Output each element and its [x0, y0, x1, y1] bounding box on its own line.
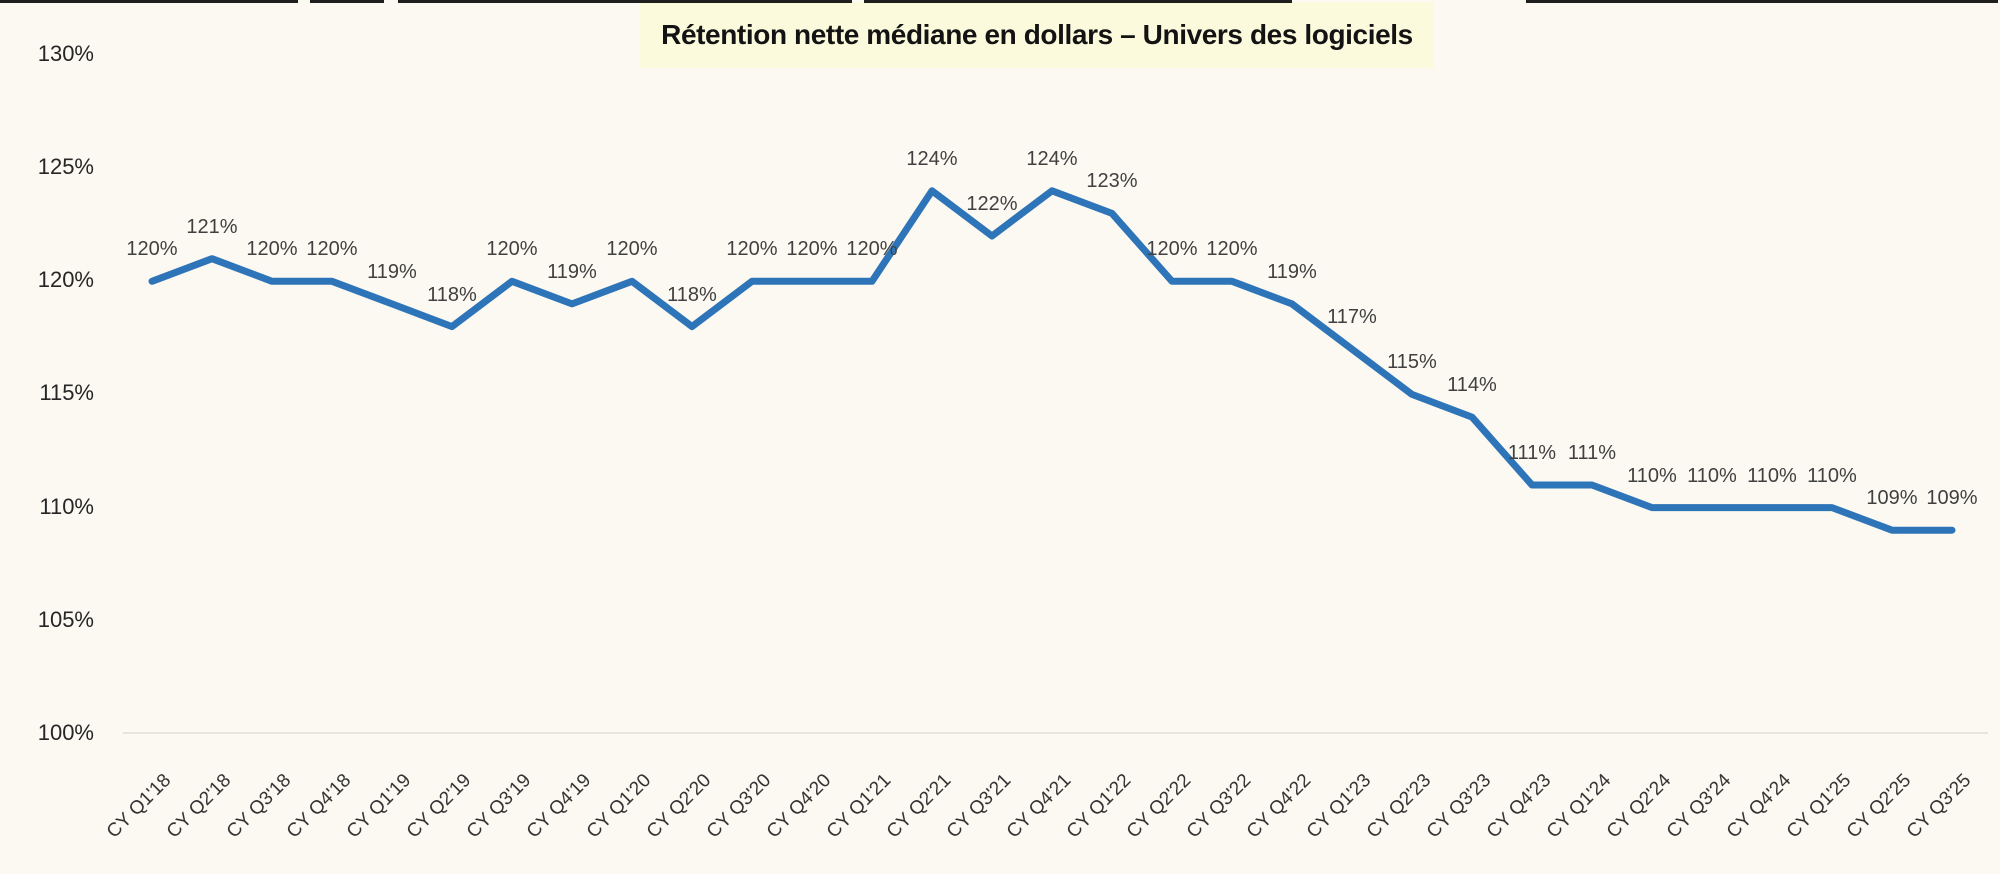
data-point-label: 120% [786, 238, 838, 261]
data-point-label: 120% [606, 238, 658, 261]
y-tick-label: 130% [37, 41, 94, 66]
data-point-label: 120% [846, 238, 898, 261]
y-tick-label: 125% [37, 154, 94, 180]
data-point-label: 118% [427, 283, 477, 306]
y-tick-label: 105% [37, 606, 94, 632]
data-point-label: 121% [186, 215, 238, 238]
data-point-label: 119% [367, 260, 417, 283]
retention-series-line [148, 187, 1956, 534]
data-point-label: 122% [966, 193, 1018, 216]
top-crop-artifact [310, 0, 384, 3]
top-crop-artifact [398, 0, 852, 3]
data-point-label: 114% [1447, 374, 1497, 397]
data-point-label: 119% [547, 260, 597, 283]
data-point-label: 120% [1206, 238, 1258, 261]
top-crop-artifact [864, 0, 1292, 3]
data-point-label: 120% [726, 238, 778, 261]
data-point-label: 124% [906, 147, 958, 170]
data-point-label: 124% [1026, 147, 1078, 170]
data-point-label: 118% [667, 283, 717, 306]
data-point-label: 111% [1567, 441, 1617, 464]
data-point-label: 120% [246, 238, 298, 261]
data-point-label: 111% [1507, 441, 1557, 464]
data-point-label: 115% [1387, 351, 1437, 374]
chart-title-highlight: Rétention nette médiane en dollars – Uni… [640, 2, 1434, 68]
data-point-label: 110% [1687, 464, 1737, 487]
y-tick-label: 110% [39, 493, 94, 519]
data-point-label: 119% [1267, 260, 1317, 283]
y-tick-label: 120% [37, 267, 94, 293]
top-crop-artifact [0, 0, 298, 3]
data-point-label: 117% [1327, 306, 1377, 329]
data-point-label: 110% [1747, 464, 1797, 487]
top-crop-artifact [1526, 0, 1998, 3]
y-tick-label: 115% [39, 380, 94, 406]
chart-title: Rétention nette médiane en dollars – Uni… [661, 19, 1413, 50]
data-point-label: 120% [1146, 238, 1198, 261]
data-point-label: 110% [1807, 464, 1857, 487]
data-point-label: 120% [306, 238, 358, 261]
data-point-label: 110% [1627, 464, 1677, 487]
data-point-label: 120% [486, 238, 538, 261]
data-point-label: 109% [1866, 487, 1918, 510]
data-point-label: 120% [126, 238, 178, 261]
y-tick-label: 100% [37, 719, 94, 745]
data-point-label: 109% [1926, 487, 1978, 510]
data-point-label: 123% [1086, 170, 1138, 193]
